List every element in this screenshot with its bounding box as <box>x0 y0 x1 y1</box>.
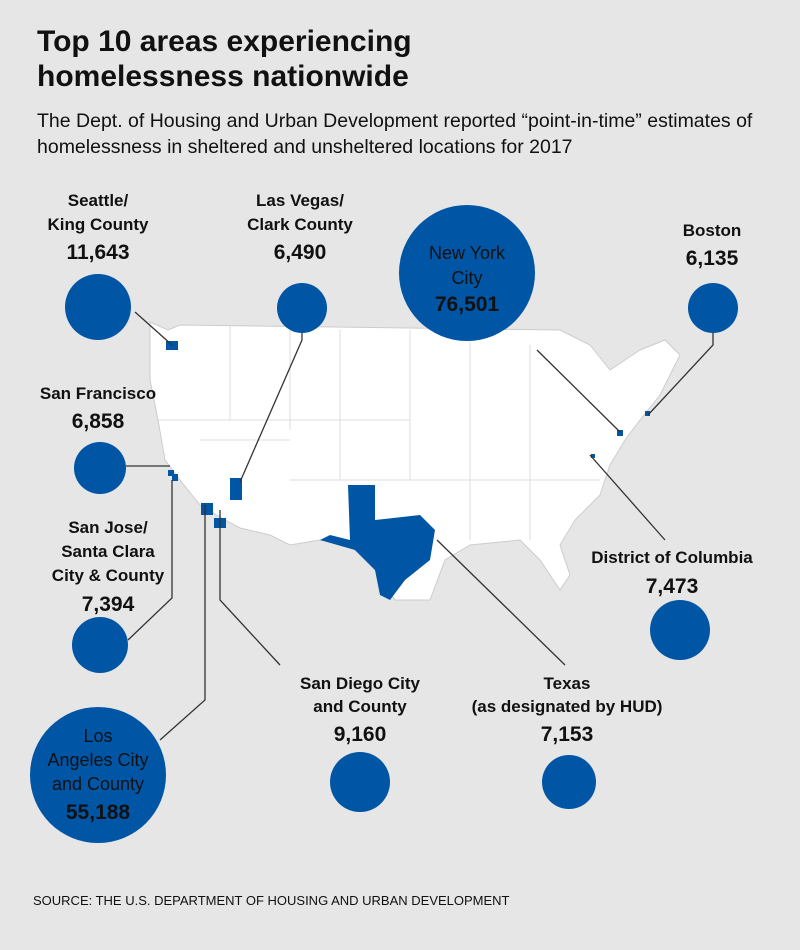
area-name: Angeles City <box>47 750 148 770</box>
area-name: and County <box>313 697 407 716</box>
area-name: New York <box>429 243 506 263</box>
area-name: City <box>452 268 483 288</box>
area-value: 6,135 <box>686 247 739 270</box>
bubble <box>330 752 390 812</box>
area-name: Boston <box>683 221 742 240</box>
bubble <box>542 755 596 809</box>
area-value: 6,490 <box>274 241 327 264</box>
leader-line <box>239 333 303 483</box>
area-name: San Francisco <box>40 384 156 403</box>
bubble <box>30 707 166 843</box>
leader-line <box>647 333 714 416</box>
leader-line <box>436 539 566 666</box>
area-name: City & County <box>52 566 165 585</box>
area-value: 6,858 <box>72 410 125 433</box>
leader-line <box>536 349 621 433</box>
area-value: 7,394 <box>82 593 135 616</box>
area-value: 76,501 <box>435 293 500 316</box>
leader-line <box>159 505 206 741</box>
area-name: and County <box>52 774 144 794</box>
area-value: 11,643 <box>66 241 129 264</box>
leader-line <box>134 311 173 346</box>
source: SOURCE: THE U.S. DEPARTMENT OF HOUSING A… <box>33 893 510 908</box>
state-borders <box>158 325 600 540</box>
area-name: San Diego City <box>300 674 421 693</box>
leader-line <box>589 454 666 541</box>
area-value: 55,188 <box>66 801 131 824</box>
area-name: Seattle/ <box>68 191 129 210</box>
bubble <box>399 205 535 341</box>
area-name: Clark County <box>247 215 353 234</box>
area-value: 7,473 <box>646 575 699 598</box>
texas-area <box>320 485 435 600</box>
bubble <box>65 274 131 340</box>
bubble <box>688 283 738 333</box>
area-name: San Jose/ <box>68 518 148 537</box>
leader-line <box>219 510 281 666</box>
bubble <box>277 283 327 333</box>
area-value: 7,153 <box>541 723 594 746</box>
area-name: Texas <box>544 674 591 693</box>
area-name: (as designated by HUD) <box>472 697 663 716</box>
area-value: 9,160 <box>334 723 387 746</box>
bubble <box>72 617 128 673</box>
area-name: King County <box>47 215 149 234</box>
title: Top 10 areas experiencing homelessness n… <box>37 25 412 93</box>
area-name: Santa Clara <box>61 542 155 561</box>
leader-line <box>127 480 173 641</box>
area-name: District of Columbia <box>591 548 753 567</box>
bubble <box>74 442 126 494</box>
area-name: Las Vegas/ <box>256 191 344 210</box>
area-name: Los <box>83 726 112 746</box>
subtitle: The Dept. of Housing and Urban Developme… <box>37 110 753 158</box>
bubble <box>650 600 710 660</box>
